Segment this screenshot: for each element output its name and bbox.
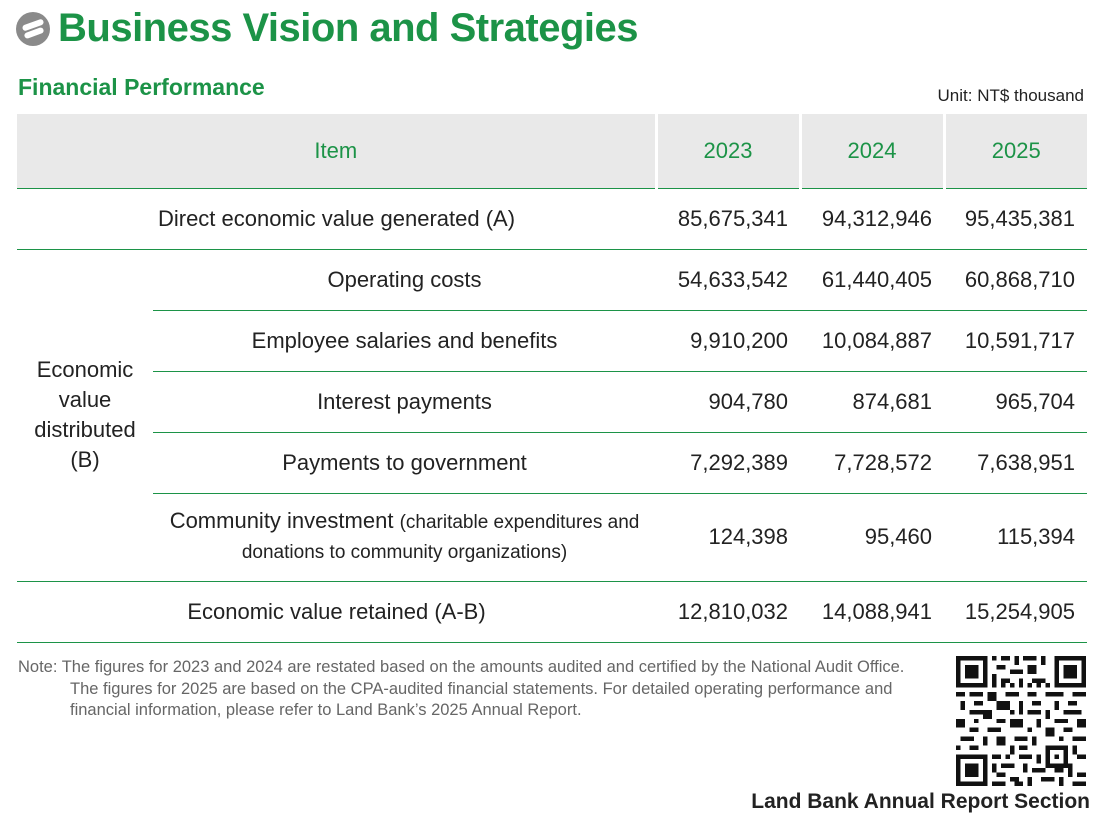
page-header: Business Vision and Strategies [16, 6, 639, 51]
cell-2023: 9,910,200 [656, 310, 801, 372]
group-label-distributed: Economic value distributed (B) [17, 249, 153, 582]
section-title: Financial Performance [18, 74, 265, 100]
row-label: Employee salaries and benefits [153, 310, 657, 372]
unit-label: Unit: NT$ thousand [937, 86, 1084, 105]
table-row-direct-value: Direct economic value generated (A) 85,6… [17, 188, 1088, 250]
column-header-2025: 2025 [944, 114, 1088, 188]
table-header-row: Item 2023 2024 2025 [17, 114, 1088, 188]
qr-caption: Land Bank Annual Report Section [751, 790, 1090, 813]
row-label: Payments to government [153, 432, 657, 494]
table-row-employee-salaries: Employee salaries and benefits 9,910,200… [17, 310, 1088, 372]
cell-2024: 874,681 [800, 371, 945, 433]
cell-2023: 12,810,032 [656, 581, 801, 643]
note-text: Note: The figures for 2023 and 2024 are … [18, 658, 905, 719]
table-row-interest-payments: Interest payments 904,780 874,681 965,70… [17, 371, 1088, 433]
column-header-2024: 2024 [800, 114, 946, 188]
cell-2024: 94,312,946 [800, 188, 945, 250]
table-row-retained-value: Economic value retained (A-B) 12,810,032… [17, 581, 1088, 643]
cell-2023: 54,633,542 [656, 249, 801, 311]
row-label: Economic value retained (A-B) [17, 581, 657, 643]
column-header-2023: 2023 [656, 114, 802, 188]
table-note: Note: The figures for 2023 and 2024 are … [18, 657, 930, 722]
row-label: Direct economic value generated (A) [17, 188, 657, 250]
cell-2024: 10,084,887 [800, 310, 945, 372]
cell-2025: 7,638,951 [944, 432, 1088, 494]
row-label: Interest payments [153, 371, 657, 433]
cell-2025: 95,435,381 [944, 188, 1088, 250]
cell-2025: 60,868,710 [944, 249, 1088, 311]
cell-2025: 115,394 [944, 493, 1088, 582]
land-bank-logo-icon [16, 11, 50, 46]
cell-2025: 965,704 [944, 371, 1088, 433]
page-title: Business Vision and Strategies [58, 6, 639, 50]
cell-2023: 7,292,389 [656, 432, 801, 494]
cell-2023: 904,780 [656, 371, 801, 433]
row-label-note: (charitable expenditures and donations t… [241, 512, 640, 563]
row-label: Operating costs [153, 249, 657, 311]
column-header-item: Item [17, 114, 658, 188]
cell-2024: 14,088,941 [800, 581, 945, 643]
table-row-payments-government: Payments to government 7,292,389 7,728,5… [17, 432, 1088, 494]
cell-2025: 15,254,905 [944, 581, 1088, 643]
cell-2024: 7,728,572 [800, 432, 945, 494]
qr-code-icon[interactable] [956, 656, 1086, 786]
cell-2023: 85,675,341 [656, 188, 801, 250]
table-row-community-investment: Community investment (charitable expendi… [17, 493, 1088, 582]
cell-2024: 95,460 [800, 493, 945, 582]
row-label-main: Community investment [169, 508, 394, 533]
cell-2025: 10,591,717 [944, 310, 1088, 372]
cell-2024: 61,440,405 [800, 249, 945, 311]
row-label: Community investment (charitable expendi… [153, 493, 657, 582]
table-row-operating-costs: Economic value distributed (B) Operating… [17, 249, 1088, 582]
financial-performance-table: Item 2023 2024 2025 Direct economic valu… [17, 114, 1088, 643]
cell-2023: 124,398 [656, 493, 801, 582]
